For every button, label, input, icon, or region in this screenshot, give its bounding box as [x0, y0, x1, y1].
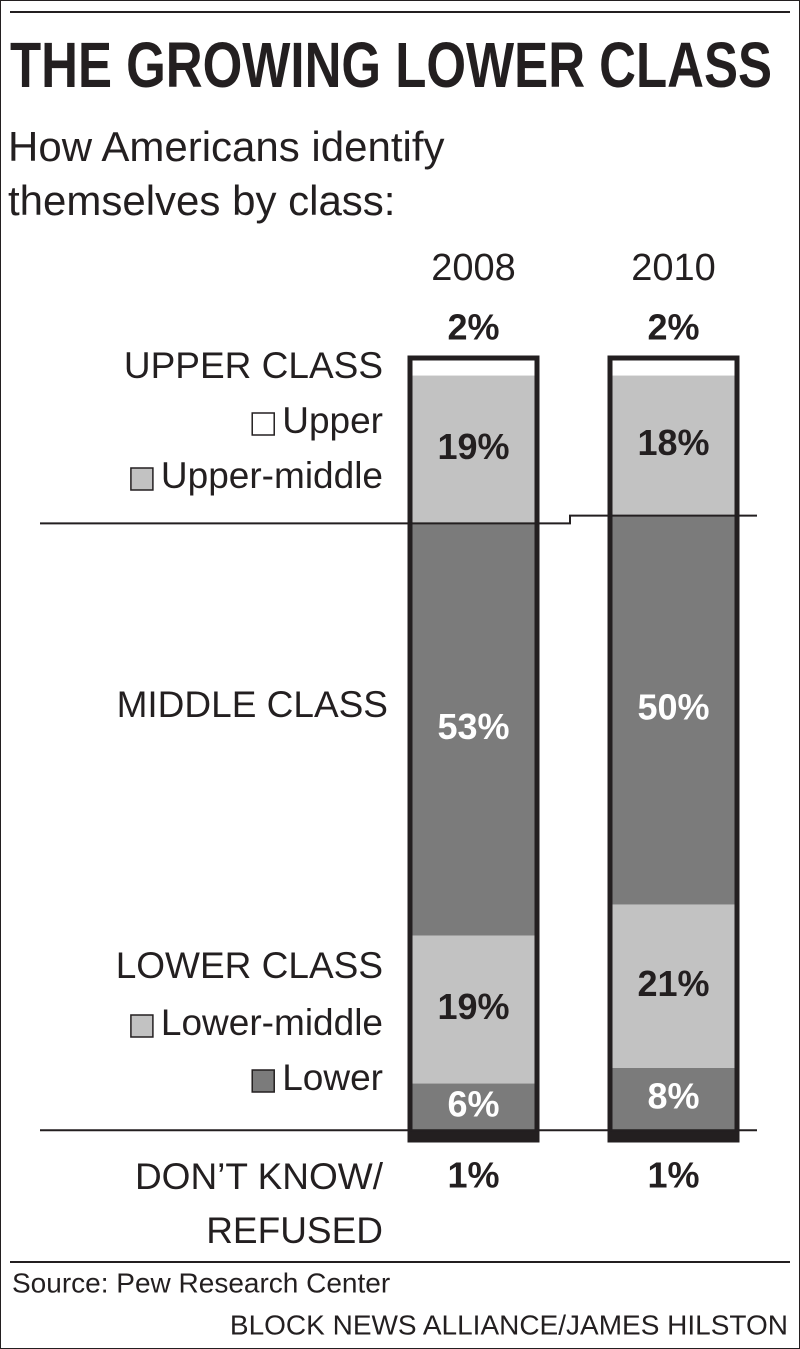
x-tick-label: 2010	[631, 247, 716, 289]
x-tick-label: 2008	[431, 247, 516, 289]
value-label: 1%	[447, 1155, 499, 1196]
bar-segment	[610, 1130, 737, 1138]
bar-segment	[410, 935, 537, 1084]
series-label: DON’T KNOW/ REFUSED	[134, 1156, 383, 1251]
bar-segment	[610, 375, 737, 516]
bar-segment	[410, 523, 537, 936]
value-label: 21%	[637, 963, 709, 1004]
value-label: 1%	[647, 1155, 699, 1196]
bar-segment	[410, 375, 537, 524]
value-label: 18%	[637, 422, 709, 463]
class-divider	[40, 514, 757, 525]
source: Source: Pew Research Center	[12, 1267, 390, 1298]
value-label: 53%	[437, 706, 509, 747]
series-label: Lower	[282, 1057, 383, 1098]
legend-swatch	[130, 467, 154, 491]
subtitle-line: themselves by class:	[8, 177, 395, 224]
bar-segment	[410, 360, 537, 376]
bar-outline	[407, 355, 540, 1143]
series-label: Upper	[282, 400, 383, 441]
value-label: 2%	[447, 307, 499, 348]
class-label: LOWER CLASS	[116, 945, 383, 986]
subtitle-line: How Americans identify	[8, 123, 445, 170]
bar-segment	[610, 360, 737, 376]
legend-swatch	[251, 1069, 275, 1093]
series-label: MIDDLE CLASS	[117, 684, 388, 725]
legend-swatch	[251, 412, 275, 436]
value-label: 19%	[437, 986, 509, 1027]
bar-segment	[410, 1130, 537, 1138]
bar-segment	[410, 1083, 537, 1131]
chart-title: THE GROWING LOWER CLASS	[10, 29, 772, 101]
bar-outline	[607, 355, 740, 1143]
value-label: 2%	[647, 307, 699, 348]
class-label: UPPER CLASS	[124, 345, 383, 386]
series-label: Upper-middle	[161, 455, 383, 496]
bar-segment	[610, 904, 737, 1068]
legend-swatch	[130, 1014, 154, 1038]
series-label: Lower-middle	[161, 1002, 383, 1043]
bar-segment	[610, 1067, 737, 1131]
bar-segment	[610, 515, 737, 905]
value-label: 6%	[447, 1083, 499, 1124]
credit: BLOCK NEWS ALLIANCE/JAMES HILSTON	[230, 1309, 788, 1340]
value-label: 19%	[437, 426, 509, 467]
value-label: 50%	[637, 687, 709, 728]
value-label: 8%	[647, 1076, 699, 1117]
